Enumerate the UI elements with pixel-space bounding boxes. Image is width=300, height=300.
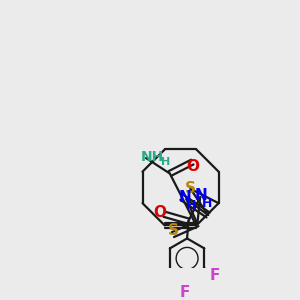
Text: S: S [167,223,178,238]
Text: O: O [154,206,167,220]
Text: N: N [195,188,208,203]
Text: H: H [186,199,196,212]
Text: O: O [186,159,199,174]
Text: F: F [179,285,190,300]
Text: H: H [161,157,171,167]
Text: NH: NH [141,150,164,164]
Text: F: F [209,268,220,283]
Text: S: S [185,182,196,196]
Text: H: H [202,197,212,210]
Text: N: N [179,190,191,206]
